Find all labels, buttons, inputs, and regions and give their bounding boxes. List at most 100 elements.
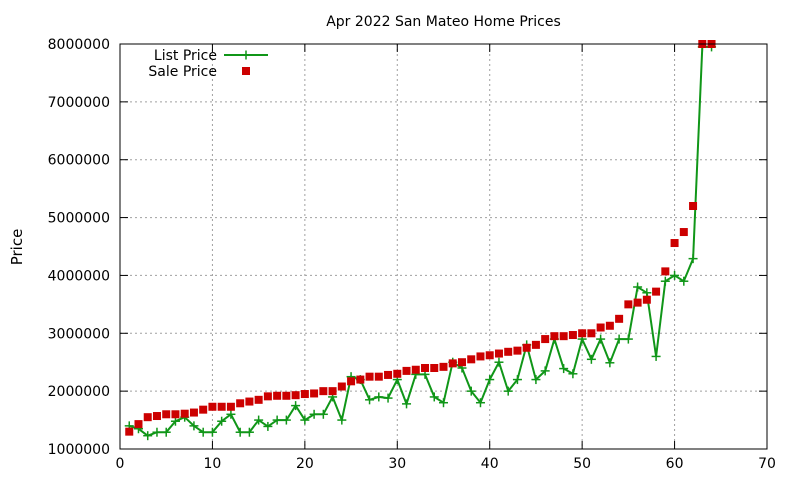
chart-title: Apr 2022 San Mateo Home Prices <box>326 14 561 30</box>
legend-marker-sale-price <box>242 67 250 75</box>
list-price-point <box>281 415 291 425</box>
list-price-point <box>605 358 615 368</box>
sale-price-point <box>393 369 402 378</box>
sale-price-point <box>199 405 208 414</box>
sale-price-point <box>504 347 513 356</box>
list-price-point <box>559 364 569 374</box>
sale-price-point <box>319 387 328 396</box>
list-price-point <box>189 421 199 431</box>
sale-price-point <box>430 364 439 372</box>
sale-price-point <box>180 409 189 418</box>
list-price-point <box>568 369 578 379</box>
sale-price-point <box>402 366 411 375</box>
sale-price-point <box>531 340 540 349</box>
list-price-point <box>272 415 282 425</box>
list-price-point <box>623 334 633 344</box>
series-list-price <box>124 42 717 441</box>
sale-price-point <box>550 332 559 341</box>
sale-price-point <box>374 372 383 381</box>
sale-price-point <box>689 202 698 210</box>
list-price-point <box>217 416 227 426</box>
sale-price-point <box>642 295 651 304</box>
list-price-point <box>337 415 347 425</box>
sale-price-point <box>439 362 448 371</box>
list-price-point <box>494 357 504 367</box>
y-tick-label: 7000000 <box>48 95 110 111</box>
list-price-point <box>540 366 550 376</box>
list-price-point <box>429 392 439 402</box>
sale-price-point <box>467 355 476 364</box>
sale-price-point <box>559 332 568 341</box>
list-price-point <box>688 254 698 264</box>
x-tick-label: 70 <box>758 456 776 472</box>
list-price-point <box>263 421 273 431</box>
sale-price-point <box>310 389 319 398</box>
list-price-point <box>475 398 485 408</box>
sale-price-point <box>162 410 171 419</box>
sale-price-point <box>384 370 393 379</box>
sale-price-point <box>448 359 457 368</box>
sale-price-point <box>596 323 605 332</box>
list-price-point <box>244 427 254 437</box>
sale-price-point <box>189 408 198 417</box>
sale-price-point <box>476 352 485 361</box>
list-price-point <box>670 270 680 280</box>
sale-price-point <box>171 410 180 419</box>
sale-price-point <box>633 298 642 307</box>
sale-price-point <box>605 321 614 330</box>
list-price-point <box>318 409 328 419</box>
list-price-point <box>531 375 541 385</box>
legend-marker-list-price <box>241 50 251 60</box>
sale-price-point <box>152 412 161 421</box>
list-price-point <box>503 386 513 396</box>
x-tick-label: 0 <box>116 456 125 472</box>
y-axis-label: Price <box>8 229 26 266</box>
list-price-point <box>152 427 162 437</box>
x-tick-label: 40 <box>481 456 499 472</box>
y-tick-label: 8000000 <box>48 37 110 53</box>
sale-price-point <box>337 382 346 391</box>
list-price-line <box>128 45 712 437</box>
sale-price-point <box>578 329 587 338</box>
x-tick-label: 30 <box>388 456 406 472</box>
sale-price-point <box>541 335 550 344</box>
sale-price-point <box>208 402 217 411</box>
y-tick-label: 5000000 <box>48 211 110 227</box>
list-price-point <box>651 351 661 361</box>
sale-price-point <box>291 391 300 400</box>
sale-price-point <box>365 372 374 381</box>
list-price-point <box>586 354 596 364</box>
sale-price-point <box>568 331 577 340</box>
y-tick-label: 6000000 <box>48 153 110 169</box>
sale-price-point <box>494 349 503 358</box>
legend-label-list-price: List Price <box>154 48 217 64</box>
sale-price-point <box>411 365 420 374</box>
series-sale-price <box>125 40 716 436</box>
sale-price-point <box>328 387 337 396</box>
legend: List Price Sale Price <box>148 48 268 80</box>
sale-price-point <box>356 375 365 384</box>
list-price-point <box>485 375 495 385</box>
y-tick-label: 4000000 <box>48 268 110 284</box>
sale-price-point <box>457 358 466 367</box>
list-price-point <box>402 399 412 409</box>
legend-swatch-sale-price <box>242 67 250 75</box>
list-price-point <box>596 334 606 344</box>
list-price-point <box>466 386 476 396</box>
sale-price-point <box>661 267 670 276</box>
y-tick-label: 2000000 <box>48 384 110 400</box>
x-tick-label: 60 <box>666 456 684 472</box>
list-price-point <box>633 282 643 292</box>
sale-price-point <box>282 391 291 400</box>
sale-price-point <box>679 228 688 237</box>
list-price-point <box>226 409 236 419</box>
sale-price-point <box>513 346 522 355</box>
legend-swatch-list-price <box>224 50 268 60</box>
sale-price-point <box>485 351 494 360</box>
list-price-point <box>383 393 393 403</box>
list-price-point <box>198 427 208 437</box>
sale-price-point <box>300 390 309 399</box>
y-tick-label: 1000000 <box>48 442 110 458</box>
sale-price-point <box>670 239 679 248</box>
